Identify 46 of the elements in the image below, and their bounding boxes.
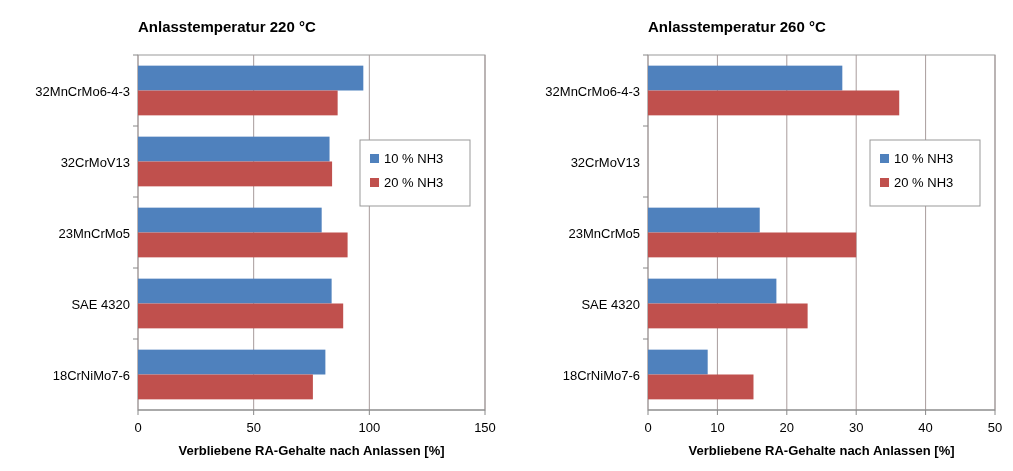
x-tick-label: 0 — [134, 420, 142, 435]
y-tick-label: 23MnCrMo5 — [568, 225, 640, 241]
bar — [138, 207, 322, 233]
legend-label: 10 % NH3 — [384, 151, 444, 166]
y-tick-label: 32CrMoV13 — [570, 154, 640, 170]
legend-label: 10 % NH3 — [894, 151, 954, 166]
bar — [648, 374, 754, 400]
x-tick-label: 100 — [358, 420, 381, 435]
y-tick-label: 32MnCrMo6-4-3 — [545, 83, 640, 99]
bar — [648, 65, 843, 91]
x-tick-label: 30 — [848, 420, 864, 435]
x-axis-title: Verbliebene RA-Gehalte nach Anlassen [%] — [688, 443, 955, 458]
legend-label: 20 % NH3 — [384, 175, 444, 190]
y-tick-label: SAE 4320 — [71, 296, 130, 312]
bar — [138, 136, 330, 162]
bar — [648, 90, 900, 116]
bar — [648, 349, 708, 375]
x-axis-title: Verbliebene RA-Gehalte nach Anlassen [%] — [178, 443, 445, 458]
bar — [138, 349, 326, 375]
y-tick-label: 18CrNiMo7-6 — [562, 367, 640, 383]
legend-label: 20 % NH3 — [894, 175, 954, 190]
bar — [138, 278, 332, 304]
bar — [138, 303, 344, 329]
bar — [648, 303, 808, 329]
bar — [138, 90, 338, 116]
bar — [138, 161, 333, 187]
bar — [138, 232, 348, 258]
x-tick-label: 20 — [779, 420, 795, 435]
bar — [648, 207, 760, 233]
y-tick-label: 32CrMoV13 — [60, 154, 130, 170]
bar — [648, 278, 777, 304]
bar — [138, 374, 313, 400]
x-tick-label: 50 — [246, 420, 261, 435]
y-tick-label: 32MnCrMo6-4-3 — [35, 83, 130, 99]
x-tick-label: 0 — [644, 420, 652, 435]
bar — [138, 65, 364, 91]
bar — [648, 232, 857, 258]
chart-title: Anlasstemperatur 260 °C — [648, 18, 826, 35]
x-tick-label: 40 — [918, 420, 933, 435]
chart-title: Anlasstemperatur 220 °C — [138, 18, 316, 35]
x-tick-label: 10 — [710, 420, 725, 435]
y-tick-label: SAE 4320 — [581, 296, 640, 312]
x-tick-label: 150 — [474, 420, 496, 435]
y-tick-label: 23MnCrMo5 — [58, 225, 130, 241]
x-tick-label: 50 — [987, 420, 1003, 435]
y-tick-label: 18CrNiMo7-6 — [52, 367, 130, 383]
